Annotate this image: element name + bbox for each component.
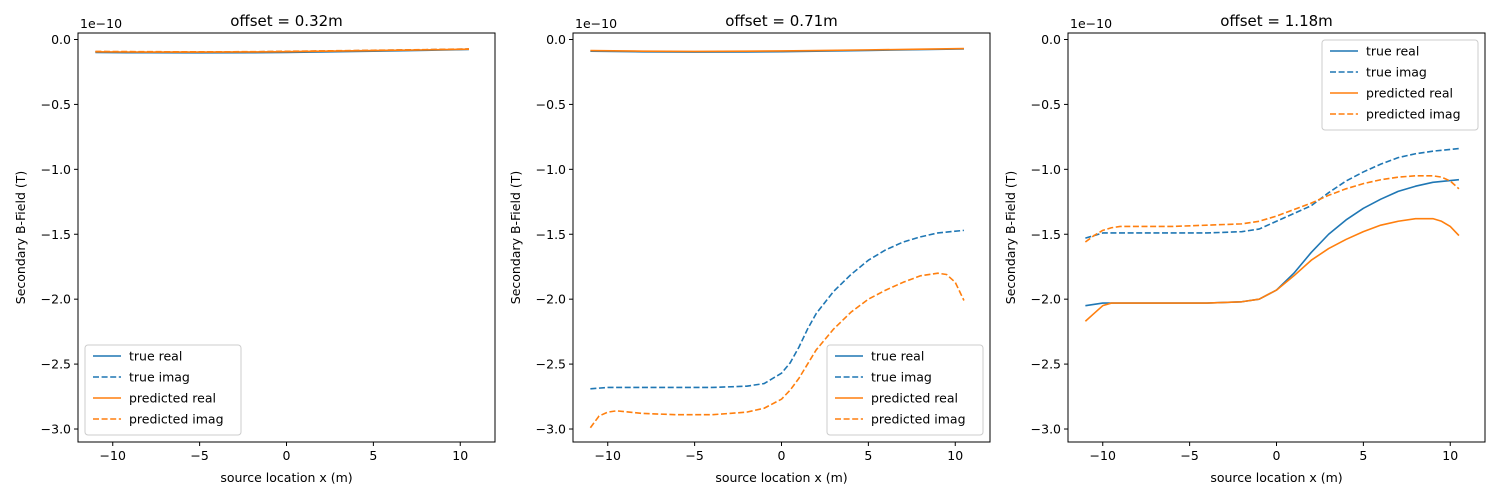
legend-entry: true imag — [1366, 65, 1427, 80]
series-line-true-real — [1085, 178, 1460, 307]
legend-entry: true imag — [129, 370, 190, 385]
y-tick-label: −3.0 — [536, 422, 566, 437]
chart-panel-2: −10 −5 0 5 10 0.0 −0.5 −1.0 −1.5 −2.0 −2.5 −3.0 1e−1… — [508, 12, 991, 485]
y-tick-label: −1.0 — [1031, 162, 1061, 177]
chart-panel-3: −10 −5 0 5 10 0.0 −0.5 −1.0 −1.5 −2.0 −2.5 −3.0 1e−1… — [1003, 12, 1486, 485]
y-tick-label: 0.0 — [51, 32, 71, 47]
y-offset-text: 1e−10 — [80, 16, 122, 31]
legend-box — [1321, 39, 1479, 131]
y-tick-label: −2.0 — [41, 292, 71, 307]
x-tick-label: 0 — [283, 448, 291, 463]
chart-panel-1: −10 −5 0 5 10 0.0 −0.5 −1.0 −1.5 −2.0 −2.5 −3.0 1e−1… — [13, 12, 496, 485]
series-line-predicted-imag — [589, 272, 965, 429]
legend-entry: true real — [1366, 44, 1419, 59]
y-axis-label: Secondary B-Field (T) — [1003, 171, 1018, 304]
y-tick-label: −1.0 — [536, 162, 566, 177]
y-tick-label: −1.5 — [1031, 227, 1061, 242]
legend-entry: true imag — [871, 370, 932, 385]
x-tick-label: 10 — [947, 448, 963, 463]
y-tick-label: −0.5 — [1031, 97, 1061, 112]
x-axis-label: source location x (m) — [1210, 470, 1342, 485]
legend-entry: predicted real — [871, 391, 958, 406]
legend-entry: predicted imag — [871, 412, 966, 427]
x-tick-label: −5 — [1180, 448, 1198, 463]
y-tick-label: −1.5 — [41, 227, 71, 242]
y-offset-text: 1e−10 — [575, 16, 617, 31]
x-axis-label: source location x (m) — [220, 470, 352, 485]
series-line-predicted-real — [590, 47, 964, 53]
legend-entry: true real — [871, 349, 924, 364]
series-line-true-imag — [1085, 147, 1460, 239]
x-tick-label: 5 — [369, 448, 377, 463]
y-tick-label: −1.0 — [41, 162, 71, 177]
y-axis-label: Secondary B-Field (T) — [508, 171, 523, 304]
y-tick-label: −0.5 — [536, 97, 566, 112]
x-tick-label: 5 — [1359, 448, 1367, 463]
legend: true real true imag predicted real predicte… — [1321, 39, 1479, 131]
x-tick-label: 10 — [1442, 448, 1458, 463]
series-group — [1084, 147, 1460, 322]
y-tick-label: −3.0 — [41, 422, 71, 437]
x-axis-label: source location x (m) — [715, 470, 847, 485]
y-tick-label: −2.5 — [1031, 357, 1061, 372]
y-tick-label: 0.0 — [546, 32, 566, 47]
series-line-predicted-real — [1084, 217, 1460, 322]
y-axis-label: Secondary B-Field (T) — [13, 171, 28, 304]
legend-entry: predicted real — [1366, 86, 1453, 101]
legend-entry: predicted imag — [129, 412, 224, 427]
legend-box — [826, 344, 984, 436]
x-tick-label: −5 — [190, 448, 208, 463]
y-tick-label: −1.5 — [536, 227, 566, 242]
x-tick-label: −5 — [685, 448, 703, 463]
y-tick-label: −2.0 — [1031, 292, 1061, 307]
y-tick-label: −3.0 — [1031, 422, 1061, 437]
legend-entry: predicted imag — [1366, 107, 1461, 122]
series-group — [95, 48, 469, 54]
y-tick-label: −2.5 — [41, 357, 71, 372]
series-group — [589, 47, 965, 429]
legend: true real true imag predicted real predicte… — [826, 344, 984, 436]
chart-title: offset = 0.32m — [230, 12, 343, 30]
x-tick-label: −10 — [100, 448, 126, 463]
legend: true real true imag predicted real predicte… — [84, 344, 242, 436]
y-tick-label: −2.0 — [536, 292, 566, 307]
chart-title: offset = 0.71m — [725, 12, 838, 30]
legend-entry: true real — [129, 349, 182, 364]
legend-entry: predicted real — [129, 391, 216, 406]
x-tick-label: −10 — [1090, 448, 1116, 463]
y-offset-text: 1e−10 — [1070, 16, 1112, 31]
x-tick-label: 10 — [452, 448, 468, 463]
x-tick-label: 0 — [1273, 448, 1281, 463]
x-tick-label: −10 — [595, 448, 621, 463]
y-tick-label: −2.5 — [536, 357, 566, 372]
legend-box — [84, 344, 242, 436]
chart-title: offset = 1.18m — [1220, 12, 1333, 30]
x-tick-label: 5 — [864, 448, 872, 463]
y-tick-label: 0.0 — [1041, 32, 1061, 47]
x-tick-label: 0 — [778, 448, 786, 463]
y-tick-label: −0.5 — [41, 97, 71, 112]
series-line-true-imag — [590, 229, 965, 390]
series-line-predicted-imag — [1084, 175, 1460, 243]
series-line-predicted-imag — [95, 48, 469, 53]
